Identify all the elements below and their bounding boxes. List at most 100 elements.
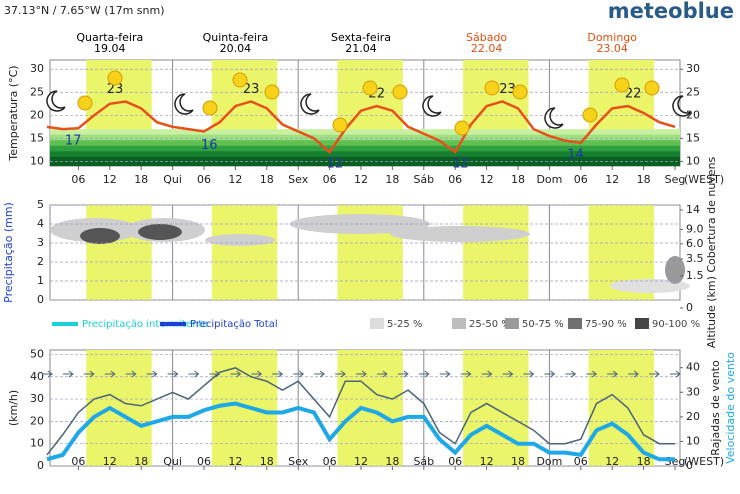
y-tick-label: 3 xyxy=(37,236,44,249)
x-tick-label: Qui xyxy=(163,173,182,186)
sun-icon xyxy=(362,80,378,96)
legend-swatch xyxy=(635,318,649,329)
x-tick-label: 18 xyxy=(385,173,399,186)
x-tick-label: Dom xyxy=(536,173,562,186)
wind-arrow xyxy=(376,370,388,378)
x-tick-label: 18 xyxy=(637,173,651,186)
wind-arrow xyxy=(146,370,158,378)
x-tick-label: 12 xyxy=(480,455,494,468)
wind-arrow xyxy=(565,370,577,378)
y-tick-label: 40 xyxy=(686,361,700,374)
wind-arrow xyxy=(586,370,598,378)
sun-icon xyxy=(484,80,500,96)
wind-arrow xyxy=(418,370,430,378)
y-tick-label: 40 xyxy=(30,370,44,383)
x-tick-label: Dom xyxy=(536,455,562,468)
wind-arrow xyxy=(272,370,284,378)
wind-arrow xyxy=(502,370,514,378)
x-tick-label: 18 xyxy=(134,455,148,468)
y-tick-label: 9.0 xyxy=(686,222,704,235)
x-tick-label: 18 xyxy=(511,173,525,186)
temp-label: 17 xyxy=(65,134,82,149)
day-name: Domingo xyxy=(587,31,637,44)
y-tick-label: 10 xyxy=(686,154,700,167)
y-tick-label: 20 xyxy=(686,108,700,121)
day-name: Quarta-feira xyxy=(76,31,143,44)
y-tick-label: 30 xyxy=(686,385,700,398)
y-tick-label: 1 xyxy=(37,274,44,287)
x-tick-label: 06 xyxy=(574,173,588,186)
moon-icon xyxy=(300,93,320,115)
sun-icon xyxy=(512,84,528,100)
wind-arrow xyxy=(188,370,200,378)
moon-icon xyxy=(672,95,692,117)
y-tick-label: 0 xyxy=(37,459,44,472)
sun-icon xyxy=(264,84,280,100)
sun-icon xyxy=(202,100,218,116)
x-tick-label: 06 xyxy=(448,455,462,468)
sun-icon xyxy=(332,117,348,133)
y-tick-label: 0 xyxy=(686,301,693,314)
temp-label: 23 xyxy=(499,82,516,97)
legend-label: 90-100 % xyxy=(652,319,700,330)
x-tick-label: 12 xyxy=(605,455,619,468)
moon-icon xyxy=(422,95,442,117)
day-date: 21.04 xyxy=(345,42,377,55)
wind-arrow xyxy=(439,370,451,378)
sun-icon xyxy=(232,72,248,88)
y-tick-label: 0 xyxy=(686,459,693,472)
x-tick-label: 18 xyxy=(260,455,274,468)
day-date: 23.04 xyxy=(596,42,628,55)
y-tick-label: 30 xyxy=(30,392,44,405)
x-tick-label: 12 xyxy=(354,455,368,468)
legend-line xyxy=(160,322,186,326)
x-tick-label: 18 xyxy=(385,455,399,468)
y-tick-label: 1.5 xyxy=(686,269,704,282)
temperature-line xyxy=(46,100,676,155)
x-tick-label: 12 xyxy=(605,173,619,186)
y-tick-label: 15 xyxy=(686,131,700,144)
daylight xyxy=(337,350,403,466)
daylight xyxy=(211,205,278,300)
wind-arrow xyxy=(314,370,325,378)
wind-arrow xyxy=(523,370,535,378)
x-tick-label: 12 xyxy=(228,455,242,468)
y-tick-label: 25 xyxy=(686,85,700,98)
x-tick-label: 06 xyxy=(574,455,588,468)
axis-label: (km/h) xyxy=(7,390,20,426)
x-tick-label: 18 xyxy=(134,173,148,186)
daylight xyxy=(463,205,529,300)
location: 37.13°N / 7.65°W (17m snm) xyxy=(4,4,165,17)
x-tick-label: Sáb xyxy=(413,455,434,468)
wind-arrow xyxy=(251,370,263,378)
timezone: (WEST) xyxy=(684,173,724,186)
day-name: Sábado xyxy=(466,31,507,44)
wind-arrow xyxy=(167,370,179,378)
wind-line xyxy=(46,401,675,462)
x-tick-label: 12 xyxy=(354,173,368,186)
day-name: Sexta-feira xyxy=(331,31,391,44)
legend-swatch xyxy=(568,318,582,329)
day-name: Quinta-feira xyxy=(203,31,269,44)
moon-icon xyxy=(46,90,66,112)
x-tick-label: 12 xyxy=(228,173,242,186)
wind-arrow xyxy=(670,370,681,378)
legend-label: 50-75 % xyxy=(522,319,564,330)
x-tick-label: 06 xyxy=(71,455,85,468)
y-tick-label: 50 xyxy=(30,347,44,360)
wind-arrow xyxy=(397,370,409,378)
axis-label: Altitude (km) Cobertura de nuvens xyxy=(705,156,718,348)
legend-label: Precipitação Total xyxy=(190,319,278,330)
x-tick-label: 06 xyxy=(197,173,211,186)
wind-arrow xyxy=(125,370,137,378)
moon-icon xyxy=(544,107,564,129)
y-tick-label: 5 xyxy=(37,198,44,211)
legend-swatch xyxy=(505,318,519,329)
logo: meteoblue xyxy=(608,0,734,23)
sun-icon xyxy=(614,77,630,93)
sun-icon xyxy=(107,70,123,86)
x-tick-label: 12 xyxy=(480,173,494,186)
x-tick-label: Sex xyxy=(288,173,309,186)
y-tick-label: 30 xyxy=(686,62,700,75)
